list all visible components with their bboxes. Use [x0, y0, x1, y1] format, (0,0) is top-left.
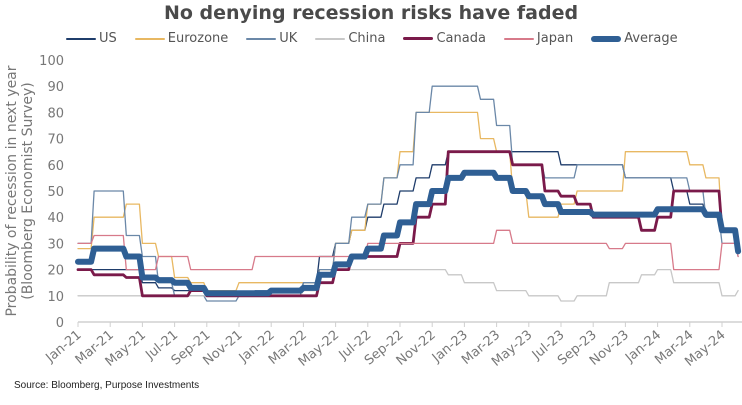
y-tick-label: 0 [56, 316, 64, 331]
legend-label-us: US [99, 31, 117, 46]
y-axis-title-line2: (Bloomberg Economist Survey) [20, 82, 36, 300]
legend-item-average: Average [591, 31, 678, 46]
legend-label-average: Average [624, 31, 678, 46]
series-line-eurozone [77, 111, 739, 292]
legend-label-eurozone: Eurozone [167, 31, 229, 46]
y-tick-label: 60 [47, 159, 64, 174]
y-tick-label: 70 [47, 133, 64, 148]
legend-label-uk: UK [279, 31, 298, 46]
y-tick-label: 90 [47, 80, 64, 95]
series-line-canada [76, 150, 740, 298]
legend-label-canada: Canada [436, 31, 486, 46]
legend-item-uk: UK [246, 31, 297, 46]
y-tick-label: 20 [47, 264, 64, 279]
series-line-uk [77, 85, 739, 302]
legend-label-china: China [348, 31, 386, 46]
legend-swatch-japan [503, 37, 534, 40]
series-line-average [75, 169, 742, 297]
legend-item-us: US [66, 31, 117, 46]
legend-item-canada: Canada [403, 31, 486, 46]
legend: US Eurozone UK China Canada Japan Average [66, 31, 696, 46]
legend-item-japan: Japan [503, 31, 574, 46]
y-tick-label: 100 [39, 54, 64, 69]
legend-swatch-canada [403, 37, 434, 40]
legend-item-eurozone: Eurozone [134, 31, 229, 46]
legend-item-china: China [315, 31, 385, 46]
y-tick-label: 50 [47, 185, 64, 200]
legend-swatch-average [591, 35, 622, 42]
source-note: Source: Bloomberg, Purpose Investments [14, 380, 200, 391]
legend-swatch-china [315, 37, 346, 40]
chart-title: No denying recession risks have faded [163, 2, 579, 24]
legend-swatch-eurozone [134, 37, 165, 40]
legend-label-japan: Japan [536, 31, 574, 46]
y-tick-label: 10 [47, 290, 64, 305]
series-line-japan [77, 229, 739, 271]
y-tick-label: 30 [47, 237, 64, 252]
legend-swatch-uk [246, 37, 277, 40]
legend-swatch-us [66, 37, 96, 40]
y-tick-label: 80 [47, 106, 64, 121]
y-axis-title-line1: Probability of recession in next year [4, 65, 20, 316]
y-tick-label: 40 [47, 211, 64, 226]
